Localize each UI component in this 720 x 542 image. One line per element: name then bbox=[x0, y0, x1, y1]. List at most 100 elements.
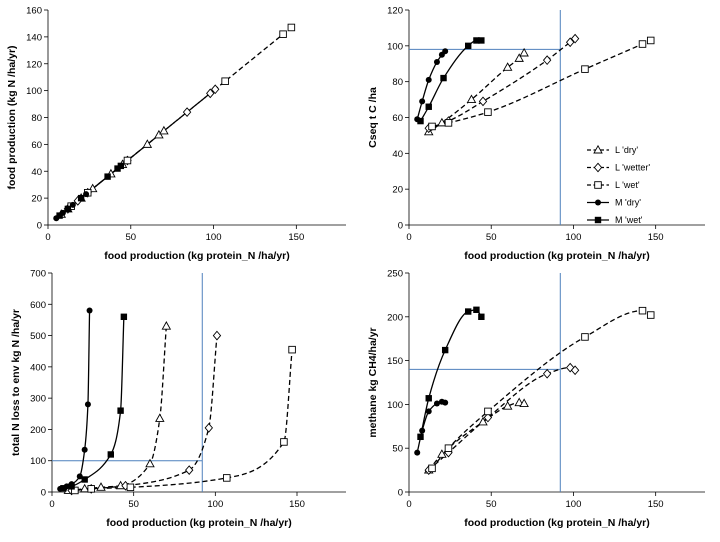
data-point-m-wet bbox=[64, 205, 72, 213]
data-point-l-wet bbox=[123, 156, 132, 165]
legend: L 'dry' L 'wetter' L 'wet' M 'dry' M 'wet' bbox=[587, 144, 650, 225]
data-point-m-dry bbox=[433, 400, 440, 407]
data-point-l-dry bbox=[161, 321, 172, 330]
data-point-l-wet bbox=[444, 444, 453, 452]
data-point-m-wet bbox=[104, 173, 111, 180]
y-tick-label: 0 bbox=[398, 221, 403, 232]
legend-label: M 'dry' bbox=[615, 198, 641, 208]
data-point-l-wetter bbox=[182, 107, 192, 118]
data-point-l-wetter bbox=[542, 55, 552, 66]
data-point-m-wet bbox=[465, 308, 472, 315]
data-point-l-wet bbox=[126, 483, 135, 492]
data-point-m-dry bbox=[425, 76, 432, 83]
data-point-m-wet bbox=[465, 42, 472, 50]
data-point-m-dry bbox=[84, 401, 91, 408]
x-axis-title: food production (kg protein_N /ha/yr) bbox=[104, 250, 290, 262]
x-axis-title: food production (kg protein_N /ha/yr) bbox=[464, 517, 650, 529]
y-tick-label: 40 bbox=[392, 149, 403, 160]
data-point-l-wetter bbox=[570, 365, 580, 376]
data-point-l-wet bbox=[223, 474, 231, 482]
data-point-l-dry bbox=[155, 413, 165, 422]
data-point-m-dry bbox=[442, 399, 449, 406]
x-axis-title: food production (kg protein_N /ha/yr) bbox=[464, 250, 650, 262]
y-tick-label: 0 bbox=[398, 488, 403, 499]
series-line-l-wet bbox=[431, 39, 651, 128]
y-tick-label: 200 bbox=[387, 312, 403, 323]
x-tick-label: 100 bbox=[206, 232, 222, 243]
data-point-l-dry bbox=[142, 139, 153, 148]
x-tick-label: 0 bbox=[49, 499, 54, 510]
data-point-l-wetter bbox=[483, 412, 493, 423]
y-tick-label: 100 bbox=[387, 400, 403, 411]
x-tick-label: 100 bbox=[207, 499, 223, 510]
data-point-l-wet bbox=[287, 23, 296, 32]
y-tick-label: 120 bbox=[387, 6, 403, 17]
y-axis-title: food production (kg N /ha/yr) bbox=[6, 45, 18, 189]
x-tick-label: 50 bbox=[125, 232, 136, 243]
x-tick-label: 0 bbox=[45, 232, 50, 243]
data-point-l-dry bbox=[519, 47, 529, 57]
data-point-m-wet bbox=[478, 37, 485, 44]
series-line-m-wet bbox=[63, 316, 125, 489]
data-point-m-wet bbox=[77, 194, 85, 202]
y-axis-title: total N loss to env kg N /ha/yr bbox=[10, 309, 22, 456]
series-line-l-wet bbox=[431, 310, 652, 469]
data-point-l-dry bbox=[502, 401, 513, 410]
y-tick-label: 40 bbox=[31, 167, 42, 178]
data-point-m-dry bbox=[414, 449, 421, 456]
legend-marker-l-dry bbox=[593, 144, 603, 154]
data-point-m-dry bbox=[76, 473, 83, 480]
data-point-l-wetter bbox=[542, 368, 552, 379]
data-point-l-wet bbox=[646, 36, 655, 45]
data-point-l-dry bbox=[514, 53, 524, 62]
x-tick-label: 100 bbox=[566, 232, 582, 243]
series-line-m-dry bbox=[59, 310, 91, 490]
x-tick-label: 50 bbox=[128, 499, 139, 510]
x-tick-label: 150 bbox=[289, 499, 305, 510]
data-point-l-wet bbox=[484, 407, 492, 416]
data-point-m-wet bbox=[117, 162, 125, 170]
data-point-l-wet bbox=[71, 486, 79, 495]
data-point-m-wet bbox=[425, 103, 432, 110]
legend-label: L 'wet' bbox=[615, 180, 640, 190]
data-point-l-wetter bbox=[206, 88, 215, 99]
data-point-m-wet bbox=[425, 395, 432, 402]
y-tick-label: 700 bbox=[30, 269, 46, 280]
data-point-m-wet bbox=[473, 306, 480, 313]
data-point-m-dry bbox=[419, 427, 426, 434]
data-point-m-wet bbox=[81, 476, 88, 483]
legend-label: M 'wet' bbox=[615, 215, 643, 225]
y-tick-label: 250 bbox=[387, 269, 403, 280]
legend-marker-m-wet bbox=[594, 216, 602, 224]
legend-label: L 'dry' bbox=[615, 145, 638, 155]
data-point-l-wet bbox=[444, 119, 453, 127]
data-point-m-dry bbox=[83, 191, 90, 198]
y-tick-label: 100 bbox=[387, 41, 403, 52]
data-point-l-wet bbox=[428, 464, 436, 473]
data-point-m-wet bbox=[117, 407, 124, 414]
x-tick-label: 0 bbox=[406, 499, 411, 510]
data-point-l-wetter bbox=[211, 84, 220, 95]
data-point-m-wet bbox=[417, 433, 424, 441]
legend-marker-l-wetter bbox=[593, 162, 603, 173]
x-axis-title: food production (kg protein_N /ha/yr) bbox=[106, 517, 292, 529]
y-tick-label: 80 bbox=[31, 113, 42, 124]
data-point-l-wetter bbox=[478, 96, 488, 107]
data-point-m-wet bbox=[440, 74, 447, 82]
data-point-l-dry bbox=[478, 416, 488, 426]
y-tick-label: 140 bbox=[26, 32, 42, 43]
y-tick-label: 150 bbox=[387, 356, 403, 367]
data-point-l-wet bbox=[428, 122, 436, 131]
y-tick-label: 100 bbox=[26, 86, 42, 97]
data-point-l-wet bbox=[279, 30, 287, 38]
data-point-l-wet bbox=[288, 345, 296, 354]
y-tick-label: 300 bbox=[30, 394, 46, 405]
y-tick-label: 60 bbox=[392, 113, 403, 124]
x-tick-label: 50 bbox=[486, 499, 497, 510]
chart-panel-bottom-left: 0 50 100 150 0 100 200 300 400 500 600 700 food prod… bbox=[10, 269, 346, 529]
y-tick-label: 400 bbox=[30, 362, 46, 373]
data-point-l-dry bbox=[466, 94, 477, 104]
y-axis-title: methane kg CH4/ha/yr bbox=[367, 327, 379, 437]
data-point-l-wet bbox=[638, 40, 647, 48]
